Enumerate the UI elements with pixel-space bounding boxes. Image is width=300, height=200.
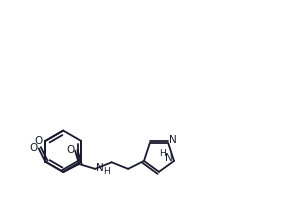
Text: N: N xyxy=(165,153,173,163)
Text: H: H xyxy=(103,167,110,176)
Text: H: H xyxy=(159,149,166,158)
Text: O: O xyxy=(66,145,74,155)
Text: N: N xyxy=(96,163,104,173)
Text: O: O xyxy=(30,143,38,153)
Text: O: O xyxy=(34,136,43,146)
Text: N: N xyxy=(169,135,177,145)
